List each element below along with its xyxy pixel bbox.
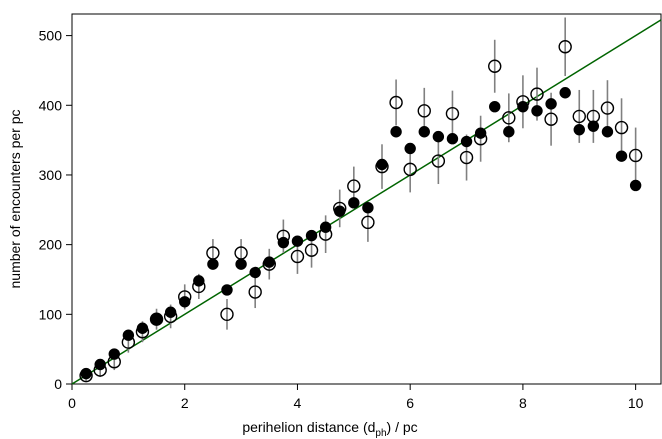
open-point: [516, 95, 530, 109]
open-point: [93, 363, 107, 377]
filled-point: [291, 235, 304, 247]
y-tick-label: 400: [39, 97, 63, 113]
filled-point: [489, 100, 501, 113]
filled-point: [531, 105, 543, 117]
open-point: [502, 111, 516, 125]
open-point: [417, 104, 431, 118]
x-tick-label: 2: [181, 395, 189, 411]
open-point: [586, 109, 601, 124]
filled-point: [573, 123, 585, 136]
y-tick-label: 0: [54, 376, 62, 392]
filled-point: [432, 130, 445, 143]
filled-point: [179, 296, 191, 308]
filled-point: [404, 142, 416, 155]
filled-point: [390, 126, 402, 138]
filled-point: [235, 258, 247, 270]
x-tick-label: 8: [519, 395, 527, 411]
x-label-tail: ) / pc: [387, 419, 418, 435]
filled-point: [136, 322, 149, 334]
y-axis-label: number of encounters per pc: [7, 110, 23, 289]
open-point: [206, 246, 220, 260]
open-point: [558, 40, 572, 54]
open-point: [107, 355, 121, 369]
filled-point: [305, 229, 318, 242]
x-tick-label: 10: [628, 395, 644, 411]
open-point: [459, 150, 474, 165]
open-point: [488, 59, 502, 73]
open-point: [614, 120, 629, 135]
open-point: [347, 179, 361, 193]
open-point: [79, 368, 93, 383]
filled-point: [348, 197, 360, 209]
open-point: [530, 87, 544, 101]
open-point: [178, 290, 192, 304]
filled-point: [460, 135, 473, 148]
filled-point: [446, 133, 459, 145]
open-point: [389, 95, 403, 110]
filled-point: [150, 313, 163, 325]
filled-point: [221, 284, 233, 296]
open-point: [445, 106, 460, 121]
filled-point: [122, 329, 135, 341]
filled-point: [559, 87, 571, 99]
open-point: [333, 201, 347, 216]
x-label-main: perihelion distance (d: [242, 419, 375, 435]
fit-line: [71, 19, 662, 385]
filled-point: [362, 202, 374, 214]
filled-point: [629, 179, 642, 192]
open-point: [375, 159, 389, 174]
y-tick-label: 300: [39, 167, 63, 183]
filled-point: [517, 100, 529, 113]
open-point: [318, 227, 333, 241]
open-point: [220, 307, 234, 322]
open-point: [248, 285, 262, 299]
open-point: [290, 249, 305, 264]
open-point: [431, 154, 446, 168]
plot-frame: [71, 13, 662, 385]
filled-point: [319, 221, 332, 233]
open-point: [628, 148, 643, 163]
filled-point: [249, 266, 261, 279]
open-point: [276, 229, 291, 243]
open-point: [135, 325, 150, 339]
open-point: [262, 257, 276, 271]
y-tick-label: 200: [39, 237, 63, 253]
open-point: [234, 246, 248, 260]
open-point: [572, 109, 586, 124]
open-point: [121, 335, 136, 349]
open-point: [361, 215, 375, 230]
x-tick-label: 4: [294, 395, 302, 411]
x-tick-label: 0: [68, 395, 76, 411]
open-point: [192, 279, 206, 294]
filled-point: [418, 126, 430, 138]
y-tick-label: 100: [39, 306, 63, 322]
open-point: [149, 312, 164, 326]
x-label-sub: ph: [375, 428, 386, 439]
open-point: [163, 309, 178, 324]
x-tick-label: 6: [406, 395, 414, 411]
filled-point: [207, 258, 219, 270]
filled-point: [545, 98, 557, 110]
filled-point: [503, 126, 515, 138]
open-point: [544, 112, 558, 126]
filled-point: [601, 126, 614, 138]
open-point: [304, 243, 319, 257]
open-point: [600, 101, 615, 115]
open-point: [473, 132, 488, 146]
filled-point: [615, 150, 628, 162]
y-tick-label: 500: [39, 28, 63, 44]
x-axis-label: perihelion distance (dph) / pc: [242, 419, 417, 439]
filled-point: [587, 120, 600, 132]
open-point: [403, 162, 417, 177]
